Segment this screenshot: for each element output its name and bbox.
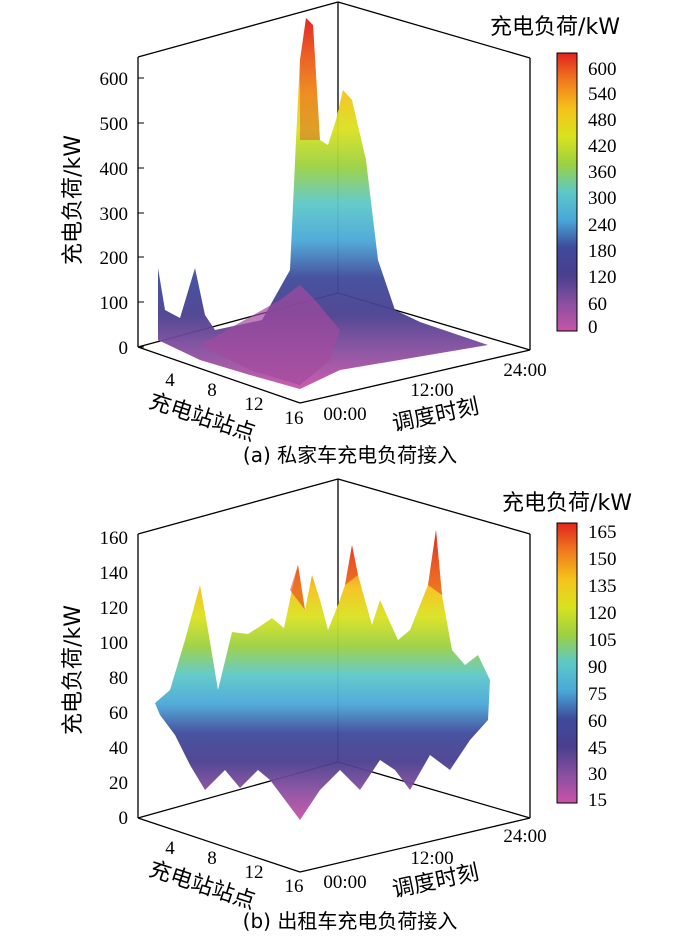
chart-a-cb-tick: 240 xyxy=(588,215,617,236)
chart-a: 0 100 200 300 400 500 600 充电负荷/kW 4 8 12… xyxy=(61,1,620,467)
chart-a-cb-tick: 60 xyxy=(588,294,607,315)
chart-a-cb-tick: 180 xyxy=(588,241,617,262)
chart-b-colorbar xyxy=(556,522,578,804)
chart-b-z-ticks: 0 20 40 60 80 100 120 140 160 xyxy=(100,528,129,829)
chart-a-z-tick: 0 xyxy=(119,338,129,359)
chart-b-y-tick: 00:00 xyxy=(323,872,366,893)
chart-a-z-tick: 100 xyxy=(100,293,129,314)
chart-a-zlabel: 充电负荷/kW xyxy=(61,135,86,265)
chart-b-z-tick: 100 xyxy=(100,633,129,654)
chart-b-z-tick: 80 xyxy=(109,668,128,689)
chart-b-cb-tick: 135 xyxy=(588,576,617,597)
chart-a-cb-tick: 360 xyxy=(588,162,617,183)
chart-a-x-tick: 12 xyxy=(245,394,264,415)
chart-b-cb-tick: 60 xyxy=(588,711,607,732)
chart-b-z-tick: 120 xyxy=(100,598,129,619)
chart-a-y-tick: 12:00 xyxy=(410,380,453,401)
chart-b-cb-tick: 165 xyxy=(588,522,617,543)
chart-b-xlabel: 充电站站点 xyxy=(146,857,258,915)
chart-b-z-tick: 40 xyxy=(109,738,128,759)
chart-b-y-tick: 12:00 xyxy=(410,848,453,869)
chart-a-cb-tick: 540 xyxy=(588,84,617,105)
chart-a-x-tick: 4 xyxy=(165,370,175,391)
chart-a-surface xyxy=(158,18,488,389)
chart-a-cb-tick: 420 xyxy=(588,136,617,157)
chart-a-cb-tick: 0 xyxy=(588,317,598,338)
chart-b-surface xyxy=(155,530,490,820)
chart-a-cb-tick: 480 xyxy=(588,110,617,131)
chart-a-z-tick: 200 xyxy=(100,248,129,269)
chart-b-x-tick: 4 xyxy=(165,838,175,859)
chart-b-colorbar-ticks: 15 30 45 60 75 90 105 120 135 150 165 xyxy=(588,522,617,811)
chart-b: 0 20 40 60 80 100 120 140 160 充电负荷/kW 4 … xyxy=(61,478,632,933)
chart-b-cb-tick: 90 xyxy=(588,657,607,678)
chart-a-z-tick: 500 xyxy=(100,114,129,135)
chart-b-x-tick: 8 xyxy=(207,848,217,869)
chart-b-caption: (b) 出租车充电负荷接入 xyxy=(243,909,458,933)
chart-a-xlabel: 充电站站点 xyxy=(146,389,258,447)
chart-b-zlabel: 充电负荷/kW xyxy=(61,605,86,735)
chart-a-cb-tick: 600 xyxy=(588,59,617,80)
chart-b-colorbar-title: 充电负荷/kW xyxy=(502,491,632,516)
chart-a-y-tick: 00:00 xyxy=(323,404,366,425)
chart-a-x-tick: 8 xyxy=(207,380,217,401)
chart-b-cb-tick: 15 xyxy=(588,790,607,811)
chart-a-colorbar-ticks: 0 60 120 180 240 300 360 420 480 540 600 xyxy=(588,59,617,338)
chart-a-z-tick: 600 xyxy=(100,69,129,90)
chart-b-x-tick: 12 xyxy=(245,862,264,883)
chart-a-x-tick: 16 xyxy=(285,408,304,429)
chart-b-z-tick: 160 xyxy=(100,528,129,549)
chart-a-cb-tick: 300 xyxy=(588,188,617,209)
chart-a-colorbar xyxy=(556,52,578,332)
chart-b-x-tick: 16 xyxy=(285,876,304,897)
chart-b-z-tick: 140 xyxy=(100,563,129,584)
chart-b-cb-tick: 120 xyxy=(588,603,617,624)
chart-a-caption: (a) 私家车充电负荷接入 xyxy=(243,443,457,467)
chart-b-cb-tick: 30 xyxy=(588,764,607,785)
chart-a-z-ticks: 0 100 200 300 400 500 600 xyxy=(100,69,129,359)
chart-b-y-tick: 24:00 xyxy=(503,826,546,847)
chart-a-cb-tick: 120 xyxy=(588,267,617,288)
chart-a-z-tickmarks xyxy=(138,77,144,348)
chart-a-z-tick: 400 xyxy=(100,159,129,180)
chart-b-cb-tick: 45 xyxy=(588,738,607,759)
chart-b-z-tick: 0 xyxy=(119,808,129,829)
chart-b-cb-tick: 150 xyxy=(588,549,617,570)
chart-a-z-tick: 300 xyxy=(100,204,129,225)
chart-a-y-tick: 24:00 xyxy=(503,360,546,381)
chart-b-z-tick: 60 xyxy=(109,703,128,724)
chart-b-cb-tick: 75 xyxy=(588,684,607,705)
chart-a-colorbar-title: 充电负荷/kW xyxy=(490,15,620,40)
chart-b-cb-tick: 105 xyxy=(588,630,617,651)
chart-b-z-tick: 20 xyxy=(109,773,128,794)
